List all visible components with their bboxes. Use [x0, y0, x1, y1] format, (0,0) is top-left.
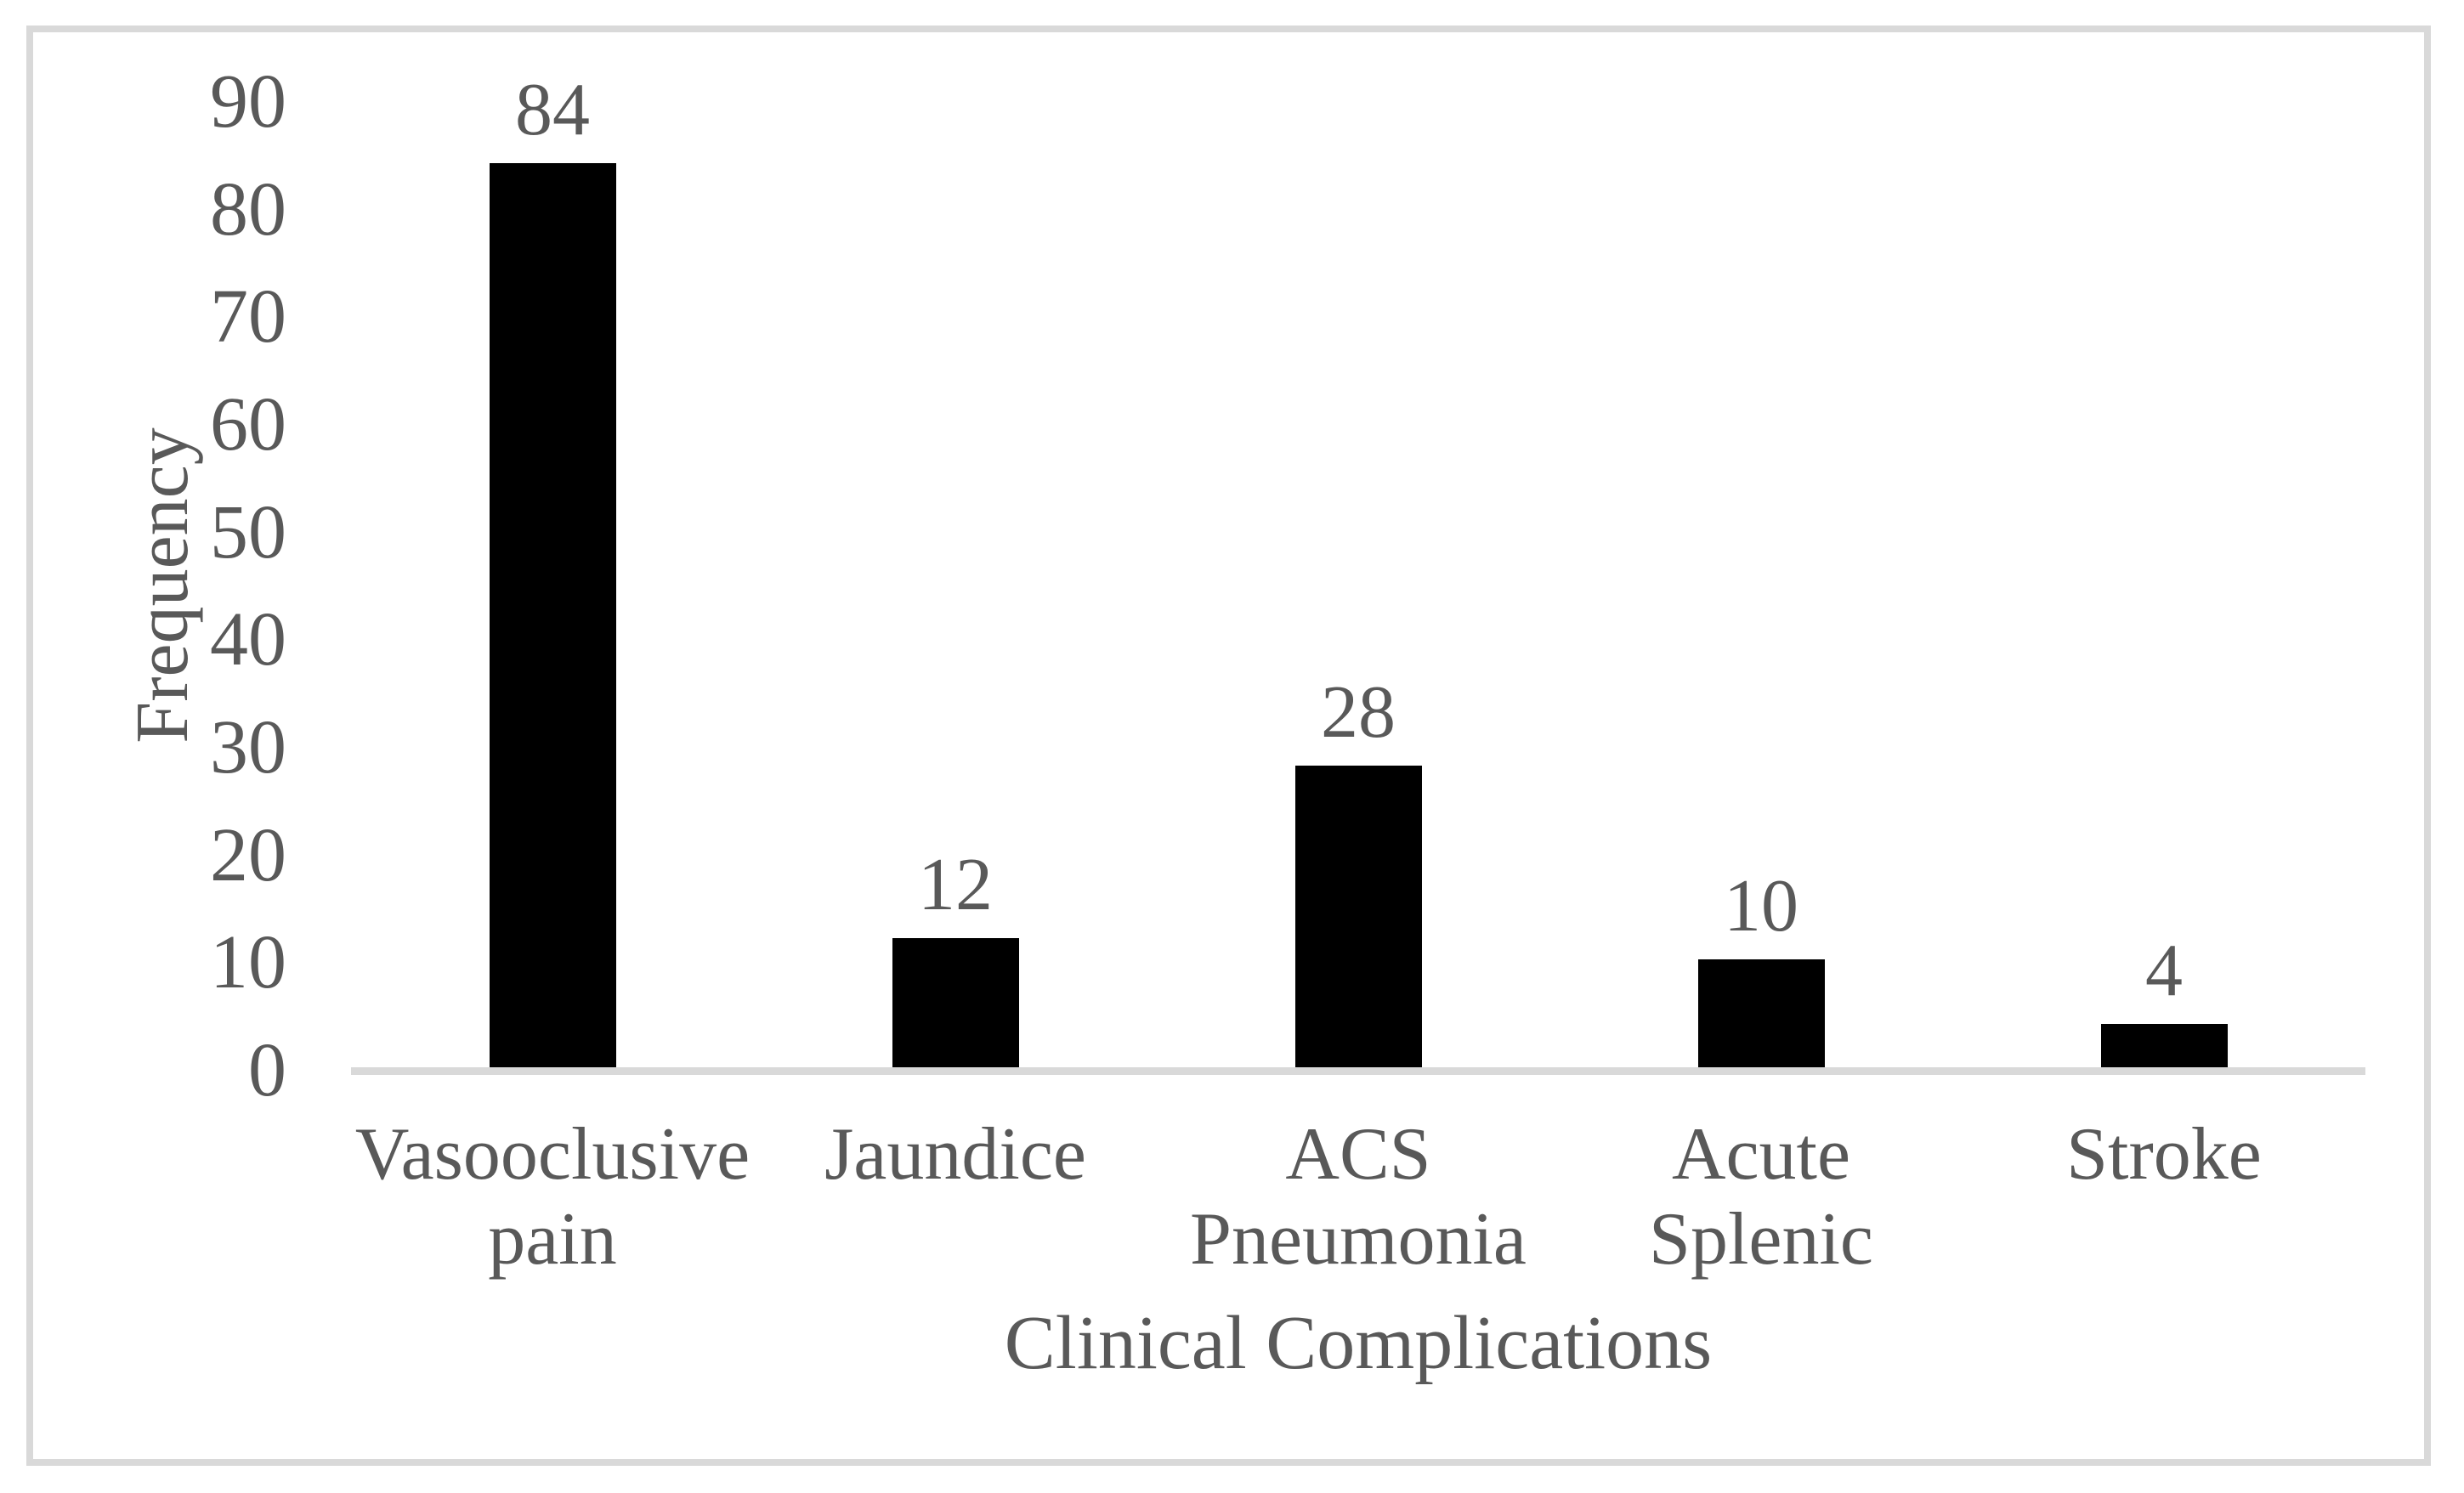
y-tick-label: 20 [210, 812, 286, 897]
y-tick-label: 80 [210, 167, 286, 252]
category-label-line: ACS [1285, 1113, 1431, 1196]
bar-jaundice [892, 938, 1019, 1067]
bar-value-label: 4 [2145, 930, 2183, 1012]
category-label-line: Stroke [2066, 1113, 2262, 1196]
y-tick-label: 60 [210, 382, 286, 467]
y-tick-label: 10 [210, 920, 286, 1005]
category-label-stroke: Stroke [1963, 1112, 2365, 1197]
category-label-line: pain [488, 1198, 617, 1281]
category-label-acute-splenic: Acute Splenic [1560, 1112, 1963, 1282]
category-label-line: Splenic [1649, 1198, 1873, 1281]
bar-value-label: 12 [918, 844, 993, 926]
bar-value-label: 84 [515, 69, 590, 151]
bar-acs-pneumonia [1295, 766, 1422, 1067]
category-label-line: Vasooclusive [354, 1113, 751, 1196]
y-tick-label: 70 [210, 274, 286, 359]
category-label-line: Acute [1671, 1113, 1851, 1196]
y-tick-label: 0 [248, 1028, 286, 1112]
y-tick-label: 30 [210, 704, 286, 789]
category-label-acs-pneumonia: ACS Pneumonia [1157, 1112, 1560, 1282]
x-axis-title: Clinical Complications [1004, 1301, 1713, 1385]
bar-vasooclusive-pain [490, 163, 616, 1067]
category-label-jaundice: Jaundice [754, 1112, 1157, 1197]
category-label-line: Pneumonia [1190, 1198, 1527, 1281]
x-axis-line [351, 1067, 2365, 1075]
bar-stroke [2101, 1024, 2228, 1067]
category-label-vasooclusive-pain: Vasooclusive pain [351, 1112, 754, 1282]
y-tick-label: 90 [210, 59, 286, 144]
bar-value-label: 28 [1321, 671, 1396, 754]
category-label-line: Jaundice [824, 1113, 1086, 1196]
y-tick-label: 50 [210, 489, 286, 574]
bar-value-label: 10 [1724, 865, 1798, 947]
y-tick-label: 40 [210, 597, 286, 682]
chart-border-frame [26, 25, 2431, 1466]
bar-acute-splenic [1698, 959, 1825, 1067]
